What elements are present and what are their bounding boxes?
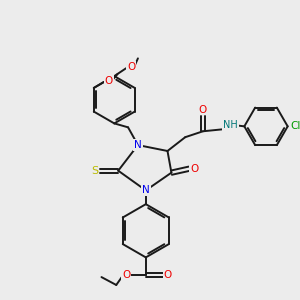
Text: S: S <box>91 166 98 176</box>
Text: O: O <box>199 105 207 115</box>
Text: O: O <box>127 62 135 72</box>
Text: O: O <box>122 270 130 280</box>
Text: N: N <box>142 185 150 195</box>
Text: N: N <box>142 185 150 195</box>
Text: O: O <box>104 76 113 86</box>
Text: O: O <box>164 270 172 280</box>
Text: O: O <box>164 270 172 280</box>
Text: O: O <box>199 105 207 115</box>
Text: O: O <box>122 270 130 280</box>
Text: S: S <box>91 166 98 176</box>
Text: O: O <box>190 164 198 174</box>
Text: O: O <box>104 76 113 86</box>
Text: NH: NH <box>223 120 238 130</box>
Text: Cl: Cl <box>290 122 300 131</box>
Text: Cl: Cl <box>290 122 300 131</box>
Text: O: O <box>190 164 198 174</box>
Text: O: O <box>127 62 135 72</box>
Text: NH: NH <box>223 120 238 130</box>
Text: N: N <box>134 140 142 150</box>
Text: N: N <box>134 140 142 150</box>
